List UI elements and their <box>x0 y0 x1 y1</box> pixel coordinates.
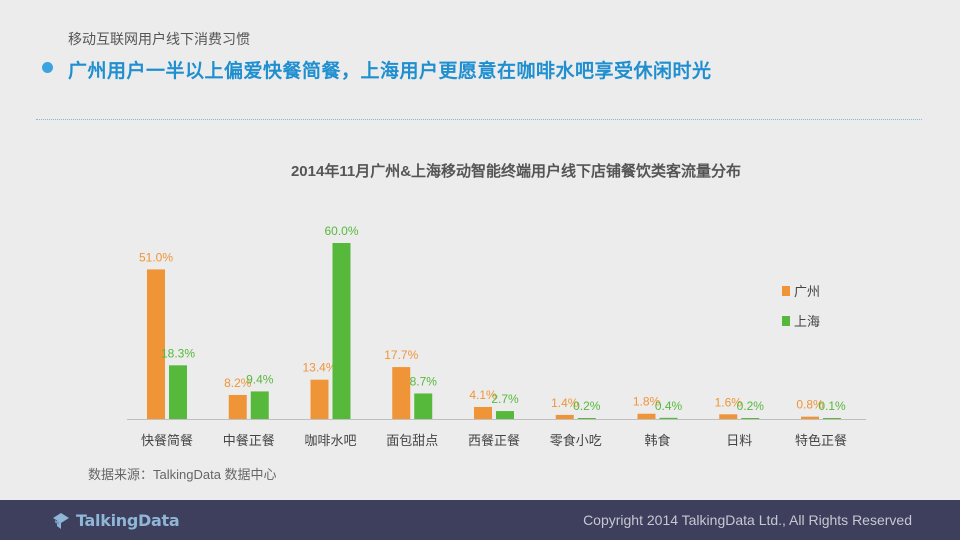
bar-guangzhou <box>474 406 492 419</box>
bar-shanghai <box>659 417 678 419</box>
talkingdata-logo: TalkingData <box>50 509 180 531</box>
data-source-note: 数据来源：TalkingData 数据中心 <box>88 467 277 482</box>
data-label-guangzhou: 4.1% <box>469 388 497 402</box>
x-tick-label: 咖啡水吧 <box>304 434 356 449</box>
footer-bar: TalkingData Copyright 2014 TalkingData L… <box>0 500 960 540</box>
talkingdata-logo-icon <box>53 513 69 529</box>
bar-guangzhou <box>228 394 247 419</box>
data-label-guangzhou: 1.6% <box>715 395 743 409</box>
breadcrumb: 移动互联网用户线下消费习惯 <box>68 31 250 47</box>
legend-label-guangzhou: 广州 <box>794 285 820 300</box>
data-label-shanghai: 0.2% <box>737 399 765 413</box>
data-label-shanghai: 0.1% <box>818 399 846 413</box>
bar-shanghai <box>577 418 596 419</box>
data-label-guangzhou: 1.4% <box>551 396 579 410</box>
bar-shanghai <box>496 411 514 419</box>
data-label-shanghai: 2.7% <box>491 392 519 406</box>
bar-guangzhou <box>637 413 656 419</box>
bar-shanghai <box>332 243 351 419</box>
data-label-guangzhou: 17.7% <box>384 348 418 362</box>
x-tick-label: 韩食 <box>644 433 670 449</box>
data-label-shanghai: 18.3% <box>161 346 195 360</box>
bar-shanghai <box>741 418 760 419</box>
logo-text: TalkingData <box>76 510 180 530</box>
x-tick-label: 中餐正餐 <box>223 433 275 449</box>
bar-guangzhou <box>392 367 411 419</box>
data-label-shanghai: 9.4% <box>246 372 274 386</box>
bar-shanghai <box>250 391 269 419</box>
data-label-shanghai: 0.2% <box>573 399 601 413</box>
x-tick-label: 特色正餐 <box>795 433 847 449</box>
data-label-guangzhou: 8.2% <box>224 376 252 390</box>
data-label-guangzhou: 51.0% <box>139 250 173 264</box>
chart-title: 2014年11月广州&上海移动智能终端用户线下店铺餐饮类客流量分布 <box>290 163 742 180</box>
bar-guangzhou <box>147 269 165 419</box>
data-label-guangzhou: 1.8% <box>633 395 661 409</box>
copyright-text: Copyright 2014 TalkingData Ltd., All Rig… <box>583 512 912 528</box>
bar-guangzhou <box>555 414 574 419</box>
data-label-guangzhou: 0.8% <box>796 398 824 412</box>
x-tick-label: 零食小吃 <box>550 433 602 449</box>
bar-shanghai <box>414 393 433 419</box>
dotted-divider <box>36 119 922 120</box>
bar-guangzhou <box>310 379 329 419</box>
data-label-guangzhou: 13.4% <box>302 361 336 375</box>
x-tick-label: 西餐正餐 <box>468 433 520 449</box>
x-tick-label: 日料 <box>726 434 752 449</box>
bar-shanghai <box>823 418 841 419</box>
legend-label-shanghai: 上海 <box>794 315 820 330</box>
page-headline: 广州用户一半以上偏爱快餐简餐，上海用户更愿意在咖啡水吧享受休闲时光 <box>68 61 712 82</box>
bar-shanghai <box>169 365 187 419</box>
bar-chart: 51.0% 18.3% 快餐简餐 8.2%9.4% 中餐正餐 13.4% 60.0% 咖啡水吧… <box>127 224 866 449</box>
legend-swatch-guangzhou <box>782 286 790 296</box>
headline-bullet-icon <box>42 62 53 73</box>
bar-guangzhou <box>801 416 819 419</box>
data-label-shanghai: 8.7% <box>410 374 438 388</box>
x-tick-label: 快餐简餐 <box>141 433 193 449</box>
data-label-shanghai: 60.0% <box>324 224 358 238</box>
bar-guangzhou <box>719 414 738 419</box>
data-label-shanghai: 0.4% <box>655 399 683 413</box>
legend-swatch-shanghai <box>782 316 790 326</box>
x-tick-label: 面包甜点 <box>386 433 438 449</box>
